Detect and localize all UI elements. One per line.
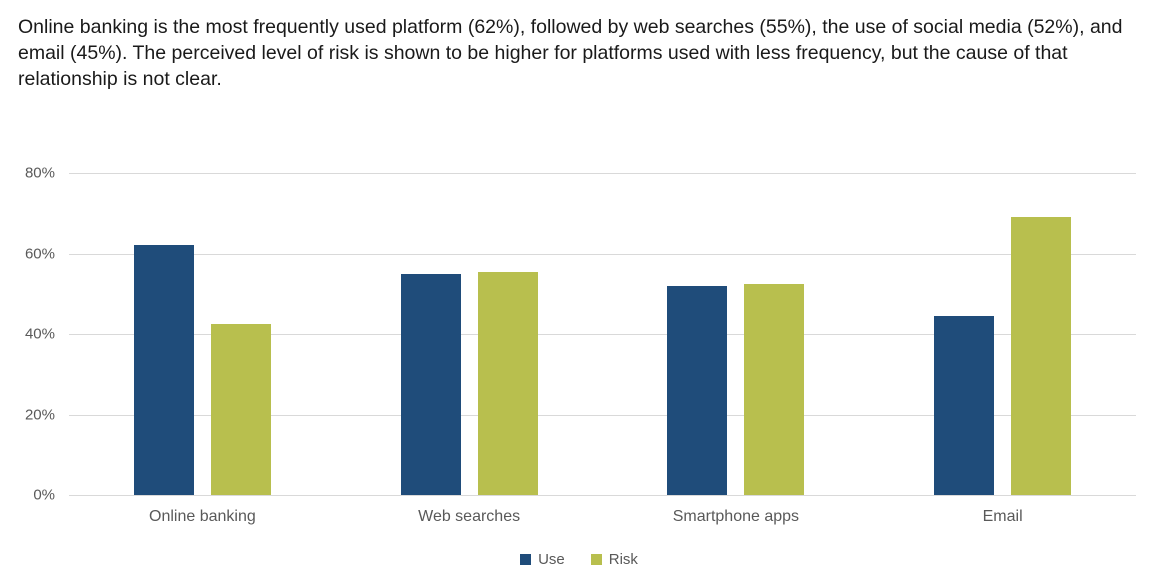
bar-risk-web-searches [477, 271, 538, 495]
y-tick-label-80: 80% [24, 164, 55, 182]
y-tick-label-20: 20% [24, 406, 55, 423]
legend-item-use: Use [520, 551, 565, 568]
bar-group-web-searches [336, 173, 603, 495]
gridline-80 [69, 173, 1136, 174]
bar-use-smartphone-apps [667, 285, 728, 495]
legend: Use Risk [0, 551, 1158, 568]
bar-group-email [869, 173, 1136, 495]
y-tick-label-60: 60% [24, 245, 55, 262]
y-axis-labels: 0% 20% 40% 60% 80% [0, 165, 55, 504]
bar-group-online-banking [69, 173, 336, 495]
x-axis-label-smartphone-apps: Smartphone apps [672, 508, 800, 525]
chart-caption: Online banking is the most frequently us… [18, 16, 1123, 90]
legend-swatch-use [520, 554, 532, 565]
gridline-60 [69, 253, 1136, 255]
legend-swatch-risk [590, 554, 602, 565]
gridline-0 [69, 495, 1136, 496]
bar-group-smartphone-apps [603, 173, 870, 495]
legend-label-risk: Risk [608, 551, 638, 568]
plot-area [69, 173, 1136, 496]
gridline-40 [69, 334, 1136, 335]
bar-use-web-searches [400, 273, 461, 495]
x-axis-labels: Online banking Web searches Smartphone app… [69, 508, 1136, 526]
gridline-20 [69, 414, 1136, 416]
x-axis-label-web-searches: Web searches [418, 508, 521, 525]
bar-groups [69, 173, 1136, 495]
bar-use-online-banking [133, 245, 194, 495]
bar-use-email [934, 315, 995, 495]
legend-item-risk: Risk [590, 551, 638, 568]
y-tick-label-40: 40% [24, 325, 55, 343]
x-axis-label-online-banking: Online banking [149, 508, 256, 525]
bar-risk-smartphone-apps [744, 283, 805, 495]
bar-risk-online-banking [210, 323, 271, 495]
x-axis-label-email: Email [982, 508, 1023, 525]
y-tick-label-0: 0% [33, 486, 55, 504]
legend-label-use: Use [538, 551, 565, 568]
bar-risk-email [1011, 217, 1072, 495]
